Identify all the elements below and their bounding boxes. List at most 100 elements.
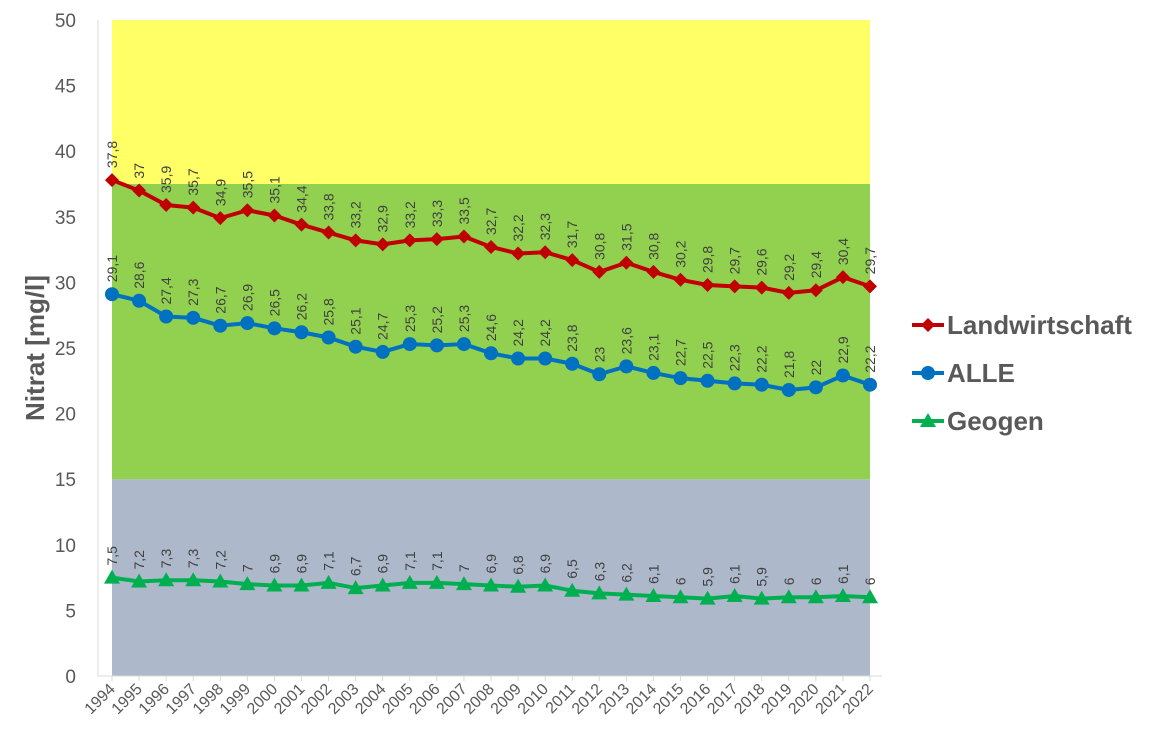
data-label: 32,9 (375, 205, 391, 232)
y-tick-label: 10 (55, 536, 76, 557)
data-label: 23 (591, 346, 607, 362)
data-point (185, 572, 202, 587)
data-label: 35,5 (239, 171, 255, 198)
data-point (347, 580, 364, 595)
data-label: 23,6 (618, 327, 634, 354)
data-label: 21,8 (781, 351, 797, 378)
data-point (699, 590, 716, 605)
data-point (402, 337, 417, 352)
data-point (239, 576, 256, 591)
data-label: 7 (239, 564, 255, 572)
data-point (537, 577, 554, 592)
data-point (455, 576, 472, 591)
data-point (700, 278, 715, 293)
data-point (240, 203, 255, 218)
legend-marker (921, 366, 935, 380)
legend-item-geogen: Geogen (912, 406, 1044, 436)
data-label: 25,3 (456, 305, 472, 332)
data-label: 7 (456, 564, 472, 572)
data-point (348, 233, 363, 248)
background-bands (112, 20, 870, 676)
data-label: 6,5 (564, 559, 580, 579)
data-point (104, 569, 120, 584)
series-landwirtschaft (105, 173, 877, 300)
y-tick-label: 5 (65, 601, 76, 622)
data-label: 7,1 (429, 551, 445, 571)
data-point (456, 337, 471, 352)
data-point (754, 280, 769, 295)
data-point (565, 356, 580, 371)
data-labels: 37,8 37 35,9 35,7 34,9 35,5 35,1 34,4 33,8 33,2 32… (104, 141, 878, 587)
data-label: 22,9 (835, 336, 851, 363)
data-label: 34,9 (212, 179, 228, 206)
data-label: 32,2 (510, 214, 526, 241)
data-point (619, 255, 634, 270)
data-label: 24,6 (483, 314, 499, 341)
data-label: 6,1 (835, 564, 851, 584)
data-point (105, 287, 119, 302)
x-tick-label: 2010 (515, 681, 552, 718)
data-label: 6,9 (483, 554, 499, 574)
data-label: 6 (862, 577, 878, 585)
x-tick-label: 2004 (352, 681, 389, 718)
data-point (294, 217, 309, 232)
data-point (834, 587, 851, 602)
data-point (863, 377, 877, 392)
legend-item-landwirtschaft: Landwirtschaft (912, 310, 1132, 340)
data-point (429, 338, 444, 353)
y-tick-label: 45 (55, 77, 76, 98)
series-alle (105, 287, 877, 397)
x-tick-label: 2009 (488, 681, 525, 718)
y-tick-label: 35 (55, 208, 76, 229)
data-point (592, 264, 607, 279)
data-point (293, 577, 310, 592)
data-label: 32,7 (483, 208, 499, 235)
x-tick-label: 1999 (217, 681, 254, 718)
data-label: 6,9 (537, 554, 553, 574)
data-point (213, 318, 228, 333)
y-tick-label: 0 (65, 667, 76, 688)
data-label: 6,1 (727, 564, 743, 584)
data-point (646, 365, 661, 380)
data-point (618, 586, 635, 601)
data-point (727, 279, 742, 294)
data-label: 5,9 (754, 567, 770, 587)
data-point (863, 279, 877, 294)
data-label: 26,9 (239, 284, 255, 311)
data-point (700, 373, 715, 388)
data-label: 26,7 (212, 286, 228, 313)
data-point (428, 574, 445, 589)
data-point (456, 229, 471, 244)
x-tick-label: 2019 (758, 681, 795, 718)
data-point (401, 574, 418, 589)
legend-marker (920, 413, 936, 427)
data-label: 22,2 (754, 345, 770, 372)
data-label: 7,1 (321, 551, 337, 571)
x-tick-label: 2016 (677, 681, 714, 718)
data-point (565, 253, 580, 268)
data-label: 22,5 (700, 341, 716, 368)
legend-label: Landwirtschaft (947, 310, 1132, 340)
y-tick-label: 15 (55, 470, 76, 491)
data-point (645, 587, 662, 602)
x-tick-label: 1997 (163, 681, 200, 718)
data-label: 6,8 (510, 555, 526, 575)
data-label: 25,3 (402, 305, 418, 332)
data-label: 26,2 (294, 293, 310, 320)
data-label: 35,7 (185, 168, 201, 195)
y-tick-label: 30 (55, 273, 76, 294)
x-tick-label: 2018 (731, 681, 768, 718)
data-label: 24,2 (537, 319, 553, 346)
data-label: 33,5 (456, 197, 472, 224)
data-point (673, 371, 688, 386)
data-point (131, 573, 148, 588)
data-point (564, 582, 581, 597)
band-2 (112, 20, 870, 184)
data-point (375, 237, 390, 252)
y-tick-label: 20 (55, 405, 76, 426)
x-tick-label: 2003 (325, 681, 362, 718)
data-point (266, 577, 283, 592)
data-point (186, 200, 201, 215)
data-point (105, 173, 119, 188)
